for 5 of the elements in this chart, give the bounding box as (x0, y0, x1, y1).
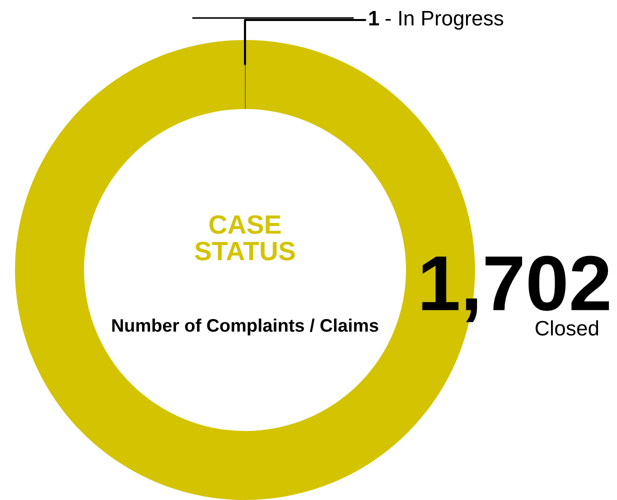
text: Number of Complaints / Claims (112, 318, 378, 336)
slice-label: - In Progress (386, 11, 504, 30)
text: CASE STATUS (194, 215, 295, 260)
slice-label: Closed (536, 320, 598, 336)
data-label: 1 (369, 11, 380, 26)
